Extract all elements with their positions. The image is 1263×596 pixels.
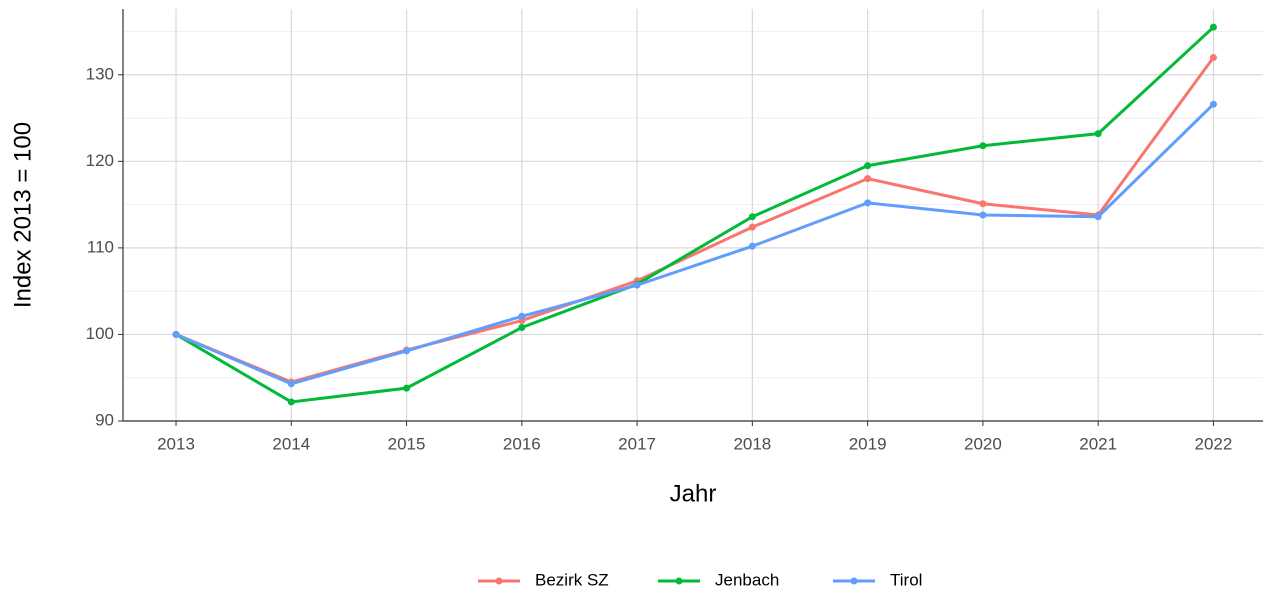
x-tick-label: 2019 xyxy=(849,434,887,453)
point xyxy=(979,200,987,208)
point xyxy=(1209,100,1217,108)
point xyxy=(864,162,872,170)
point xyxy=(1209,23,1217,31)
legend-point xyxy=(675,577,683,585)
legend-point xyxy=(495,577,503,585)
point xyxy=(864,175,872,183)
point xyxy=(287,398,295,406)
point xyxy=(287,380,295,388)
x-tick-label: 2013 xyxy=(157,434,195,453)
point xyxy=(979,211,987,219)
series-line xyxy=(175,56,1215,384)
x-tick-label: 2014 xyxy=(272,434,310,453)
legend-label: Jenbach xyxy=(715,570,779,589)
point xyxy=(633,281,641,289)
point xyxy=(864,199,872,207)
point xyxy=(403,384,411,392)
point xyxy=(1094,213,1102,221)
point xyxy=(1094,130,1102,138)
x-tick-label: 2020 xyxy=(964,434,1002,453)
y-tick-label: 90 xyxy=(95,410,114,429)
point xyxy=(748,213,756,221)
y-axis-title: Index 2013 = 100 xyxy=(9,122,36,308)
point xyxy=(518,312,526,320)
y-tick-label: 100 xyxy=(86,324,114,343)
x-tick-label: 2015 xyxy=(388,434,426,453)
point xyxy=(403,347,411,355)
x-tick-label: 2022 xyxy=(1195,434,1233,453)
legend-label: Bezirk SZ xyxy=(535,570,609,589)
x-tick-label: 2018 xyxy=(733,434,771,453)
x-axis-title: Jahr xyxy=(670,480,717,507)
point xyxy=(979,142,987,150)
point xyxy=(1209,53,1217,61)
series-line xyxy=(175,103,1215,386)
series-line xyxy=(175,26,1215,404)
y-tick-label: 130 xyxy=(86,64,114,83)
y-tick-label: 120 xyxy=(86,151,114,170)
legend-label: Tirol xyxy=(890,570,922,589)
x-tick-label: 2021 xyxy=(1079,434,1117,453)
point xyxy=(748,242,756,250)
legend-point xyxy=(850,577,858,585)
x-tick-label: 2016 xyxy=(503,434,541,453)
y-tick-label: 110 xyxy=(87,237,114,256)
point xyxy=(172,330,180,338)
point xyxy=(748,223,756,231)
x-tick-label: 2017 xyxy=(618,434,656,453)
point xyxy=(518,324,526,332)
